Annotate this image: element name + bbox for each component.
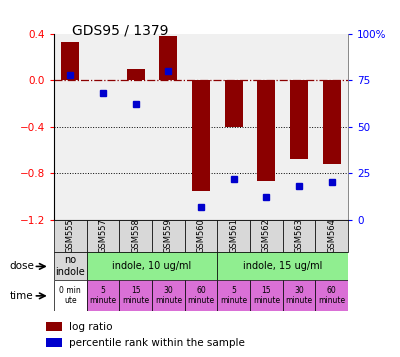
Text: 15
minute: 15 minute [122, 286, 149, 305]
Bar [61, 42, 79, 80]
Text: log ratio: log ratio [69, 322, 112, 332]
Bar [152, 220, 185, 252]
Bar [54, 252, 87, 280]
Bar [185, 280, 217, 311]
Bar [119, 280, 152, 311]
Text: 5
minute: 5 minute [90, 286, 116, 305]
Bar [315, 220, 348, 252]
Bar [225, 80, 243, 127]
Bar [127, 69, 145, 80]
Bar [54, 220, 87, 252]
Bar [250, 220, 283, 252]
Bar [290, 80, 308, 159]
Text: indole, 10 ug/ml: indole, 10 ug/ml [112, 261, 192, 271]
Text: 5
minute: 5 minute [220, 286, 247, 305]
Text: GSM558: GSM558 [131, 218, 140, 253]
Bar [46, 338, 62, 347]
Bar [315, 280, 348, 311]
Bar [283, 220, 315, 252]
Text: indole, 15 ug/ml: indole, 15 ug/ml [243, 261, 322, 271]
Text: 30
minute: 30 minute [155, 286, 182, 305]
Bar [217, 280, 250, 311]
Text: 30
minute: 30 minute [286, 286, 312, 305]
Text: GSM557: GSM557 [98, 218, 108, 253]
Text: GDS95 / 1379: GDS95 / 1379 [72, 23, 168, 37]
Text: 15
minute: 15 minute [253, 286, 280, 305]
Bar [185, 220, 217, 252]
Text: 0 min
ute: 0 min ute [60, 286, 81, 305]
Bar [257, 80, 275, 181]
Bar [87, 252, 217, 280]
Text: GSM564: GSM564 [327, 218, 336, 253]
Text: dose: dose [10, 261, 34, 271]
Bar [46, 322, 62, 331]
Bar [323, 80, 341, 164]
Bar [87, 280, 119, 311]
Text: percentile rank within the sample: percentile rank within the sample [69, 337, 244, 348]
Bar [217, 252, 348, 280]
Text: no
indole: no indole [56, 255, 85, 277]
Text: GSM562: GSM562 [262, 218, 271, 253]
Bar [119, 220, 152, 252]
Text: 60
minute: 60 minute [318, 286, 345, 305]
Bar [217, 220, 250, 252]
Bar [283, 280, 315, 311]
Text: GSM555: GSM555 [66, 218, 75, 253]
Bar [250, 280, 283, 311]
Bar [192, 80, 210, 191]
Text: GSM560: GSM560 [196, 218, 206, 253]
Text: GSM561: GSM561 [229, 218, 238, 253]
Bar [87, 220, 119, 252]
Bar [152, 280, 185, 311]
Text: 60
minute: 60 minute [188, 286, 214, 305]
Text: time: time [10, 291, 33, 301]
Bar [159, 36, 177, 80]
Text: GSM559: GSM559 [164, 218, 173, 253]
Text: GSM563: GSM563 [294, 218, 304, 253]
Bar [54, 280, 87, 311]
